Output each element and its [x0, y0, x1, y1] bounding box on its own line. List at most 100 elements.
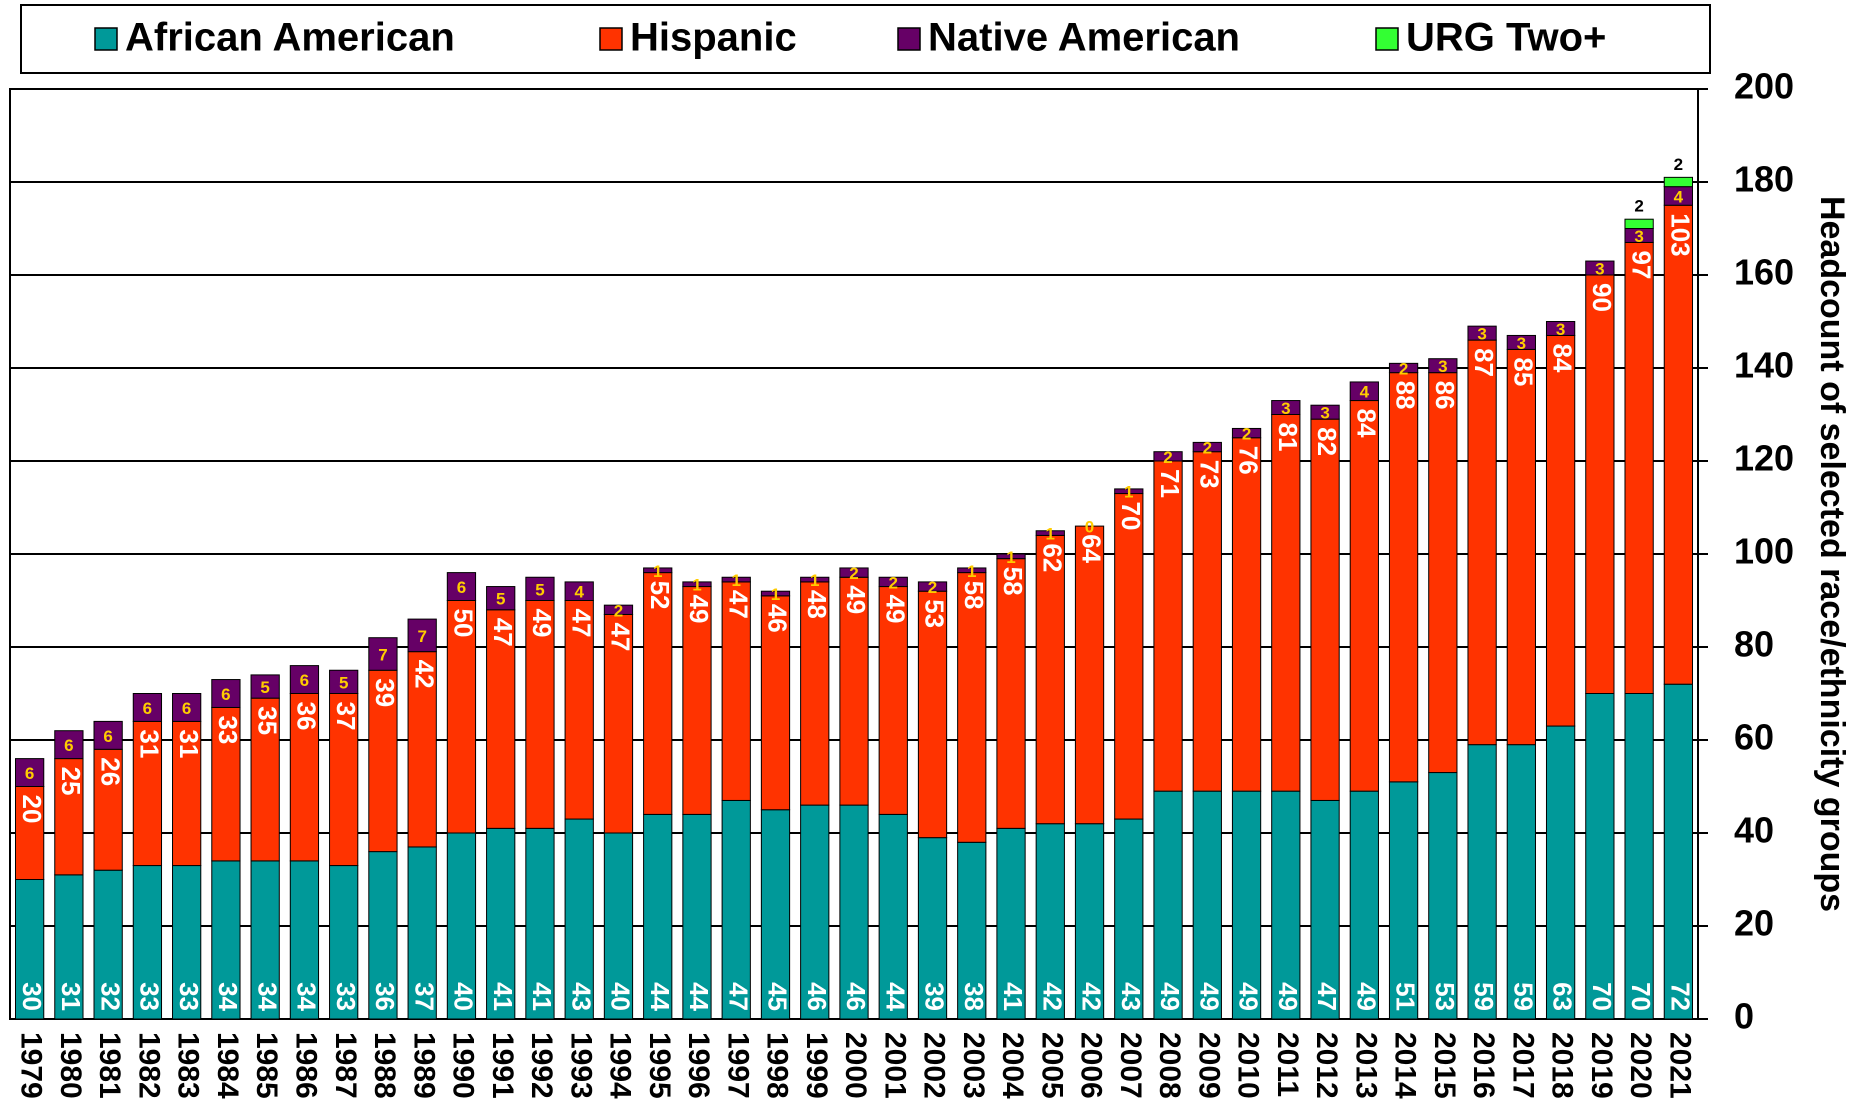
bar-segment: [1074, 823, 1105, 1020]
bar-segment: [1310, 404, 1340, 420]
bar-segment: [564, 600, 594, 820]
data-label: 3: [1477, 325, 1486, 344]
data-label: 51: [1391, 982, 1421, 1011]
data-label: 32: [95, 982, 125, 1011]
bar-segment: [800, 804, 830, 1020]
y-tick-label: 160: [1734, 252, 1794, 293]
x-tick-label: 2017: [1506, 1032, 1539, 1099]
data-label: 43: [566, 982, 596, 1011]
data-label: 49: [1351, 982, 1381, 1011]
bar-segment: [172, 865, 202, 1020]
data-label: 97: [1626, 250, 1656, 279]
data-label: 39: [920, 982, 950, 1011]
data-label: 3: [1438, 357, 1447, 376]
data-label: 49: [841, 585, 871, 614]
data-label: 2: [1634, 197, 1643, 216]
data-label: 7: [378, 645, 387, 664]
bar-segment: [721, 581, 751, 801]
x-tick-label: 1991: [486, 1032, 519, 1099]
x-tick-label: 2018: [1546, 1032, 1579, 1099]
bar-segment: [564, 818, 594, 1020]
data-label: 41: [527, 982, 557, 1011]
legend-swatch: [1375, 27, 1399, 51]
data-label: 62: [1037, 543, 1067, 572]
data-label: 59: [1508, 982, 1538, 1011]
bar-segment: [93, 720, 123, 750]
data-label: 6: [182, 699, 191, 718]
data-label: 58: [959, 581, 989, 610]
bar-segment: [250, 860, 280, 1020]
data-label: 36: [292, 702, 322, 731]
data-label: 4: [574, 583, 584, 602]
data-label: 76: [1234, 446, 1264, 475]
bar-segment: [1271, 400, 1301, 415]
data-label: 48: [802, 590, 832, 619]
y-tick-label: 100: [1734, 531, 1794, 572]
data-label: 87: [1469, 348, 1499, 377]
bar-segment: [14, 879, 45, 1020]
y-tick-label: 40: [1734, 810, 1774, 851]
x-tick-label: 1983: [172, 1032, 205, 1099]
data-label: 5: [496, 590, 505, 609]
data-label: 103: [1665, 213, 1695, 256]
bar-segment: [1231, 437, 1262, 792]
bar-segment: [1114, 818, 1144, 1020]
data-label: 42: [1077, 982, 1107, 1011]
data-label: 6: [143, 699, 152, 718]
data-label: 49: [1234, 982, 1264, 1011]
data-label: 37: [409, 982, 439, 1011]
x-tick-label: 2002: [918, 1032, 951, 1099]
x-tick-label: 2012: [1310, 1032, 1343, 1099]
bar-segment: [211, 860, 241, 1020]
data-label: 5: [260, 678, 269, 697]
x-tick-label: 2007: [1114, 1032, 1147, 1099]
bar-segment: [1231, 790, 1262, 1020]
data-label: 43: [1116, 982, 1146, 1011]
bar-segment: [1545, 334, 1576, 727]
bar-segment: [525, 576, 555, 601]
data-label: 1: [1006, 548, 1015, 567]
data-label: 70: [1587, 982, 1617, 1011]
data-label: 49: [880, 595, 910, 624]
data-label: 47: [723, 982, 753, 1011]
data-label: 49: [684, 595, 714, 624]
data-label: 31: [174, 729, 204, 758]
data-label: 5: [339, 673, 348, 692]
data-label: 6: [103, 727, 112, 746]
x-tick-label: 1981: [93, 1032, 126, 1099]
data-label: 4: [1674, 187, 1684, 206]
data-label: 33: [174, 982, 204, 1011]
x-tick-label: 1988: [368, 1032, 401, 1099]
legend-box: [20, 4, 1711, 74]
data-label: 53: [1430, 982, 1460, 1011]
bar-segment: [1035, 823, 1065, 1020]
x-tick-label: 1985: [250, 1032, 283, 1099]
data-label: 46: [841, 982, 871, 1011]
bar-segment: [1585, 260, 1615, 276]
y-axis-title: Headcount of selected race/ethnicity gro…: [1813, 196, 1851, 912]
data-label: 81: [1273, 423, 1303, 452]
data-label: 34: [213, 982, 243, 1011]
data-label: 31: [56, 982, 86, 1011]
bar-segment: [800, 581, 830, 806]
bar-segment: [1153, 460, 1183, 792]
bar-segment: [878, 576, 908, 588]
bar-segment: [1506, 744, 1536, 1020]
bar-segment: [289, 860, 320, 1020]
data-label: 72: [1665, 982, 1695, 1011]
legend-swatch: [94, 27, 118, 51]
data-label: 84: [1548, 343, 1578, 372]
data-label: 58: [998, 567, 1028, 596]
data-label: 45: [763, 982, 793, 1011]
bar-segment: [93, 869, 123, 1020]
data-label: 47: [488, 618, 518, 647]
data-label: 73: [1194, 460, 1224, 489]
bar-segment: [957, 572, 987, 843]
bar-segment: [329, 865, 359, 1020]
bar-segment: [368, 669, 398, 853]
x-tick-label: 1984: [211, 1032, 244, 1099]
bar-segment: [1624, 218, 1654, 229]
data-label: 36: [370, 982, 400, 1011]
data-label: 47: [1312, 982, 1342, 1011]
bar-segment: [486, 609, 516, 829]
